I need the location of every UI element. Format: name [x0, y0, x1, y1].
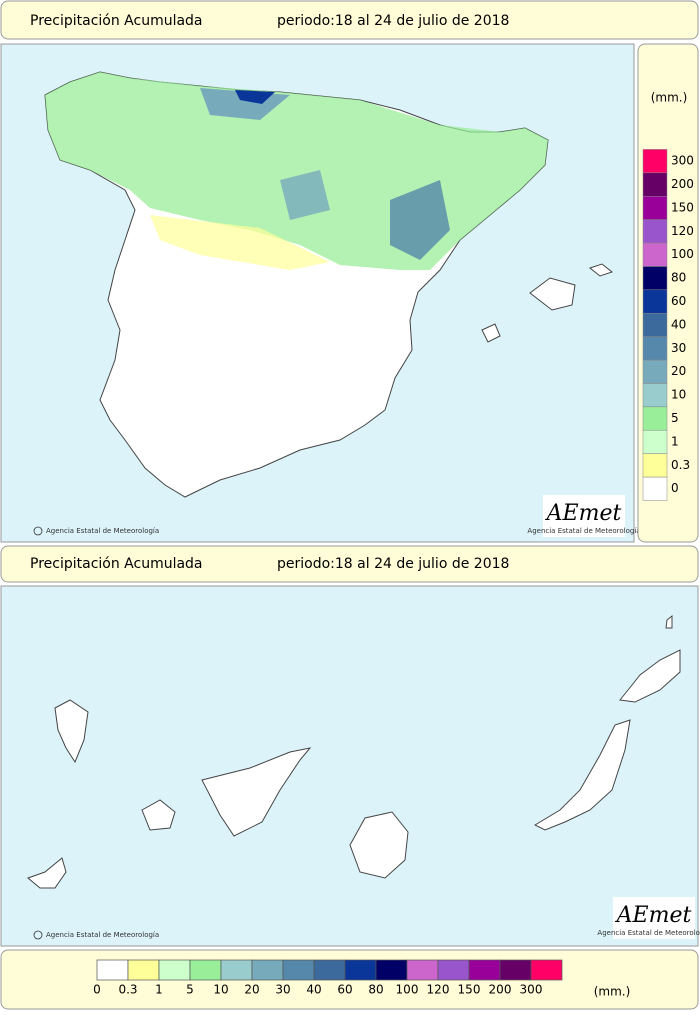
legend-label: 30 [275, 983, 290, 997]
gran-canaria [349, 811, 409, 879]
legend-label: 80 [368, 983, 383, 997]
legend-swatch [642, 195, 668, 220]
legend-swatch [499, 959, 532, 981]
title-2: Precipitación Acumulada [30, 556, 203, 572]
lanzarote [619, 649, 681, 703]
legend-unit-2: (mm.) [594, 985, 631, 999]
la-palma [54, 699, 89, 764]
header-bar-2 [0, 545, 699, 583]
legend-label: 80 [671, 271, 686, 285]
legend-swatch [189, 959, 222, 981]
legend-swatch [642, 383, 668, 408]
legend-label: 5 [186, 983, 194, 997]
legend-swatch [375, 959, 408, 981]
rain-aragon [390, 180, 450, 260]
logo-box [543, 495, 625, 537]
legend-swatch [96, 959, 129, 981]
copyright [33, 526, 43, 536]
islet [665, 614, 673, 629]
legend-label: 200 [671, 177, 694, 191]
legend-swatch [468, 959, 501, 981]
copyright-2 [33, 930, 43, 940]
legend-swatch [642, 359, 668, 384]
legend-swatch [530, 959, 563, 981]
header-bar [0, 0, 699, 40]
legend-swatch [251, 959, 284, 981]
legend-swatch [642, 149, 668, 174]
legend-label: 0.3 [118, 983, 137, 997]
legend-label: 1 [155, 983, 163, 997]
legend-swatch [642, 406, 668, 431]
legend-label: 1 [671, 434, 679, 448]
legend-swatch [220, 959, 253, 981]
rain-centre [280, 170, 330, 220]
legend-label: 120 [671, 224, 694, 238]
legend-label: 0 [93, 983, 101, 997]
menorca [588, 263, 614, 277]
legend-label: 0 [671, 481, 679, 495]
el-hierro [27, 857, 67, 889]
legend-swatch [437, 959, 470, 981]
legend-label: 20 [671, 364, 686, 378]
legend-label: 300 [671, 154, 694, 168]
period: periodo:18 al 24 de julio de 2018 [277, 13, 509, 29]
rain-edge [150, 215, 330, 270]
legend-label: 40 [306, 983, 321, 997]
legend-label: 150 [458, 983, 481, 997]
logo-subtitle-2: Agencia Estatal de Meteorología [597, 929, 700, 937]
legend-swatch [642, 219, 668, 244]
legend-label: 5 [671, 411, 679, 425]
logo: AEmet [545, 501, 622, 526]
logo-box-2 [613, 897, 695, 939]
tenerife [201, 747, 312, 837]
legend-swatch [282, 959, 315, 981]
legend-vertical: 0 0.3 1 5 10 20 30 40 60 80 100 120 150 200 300 [642, 149, 694, 501]
logo-subtitle: Agencia Estatal de Meteorología [527, 527, 640, 535]
legend-swatch [313, 959, 346, 981]
legend-label: 200 [489, 983, 512, 997]
la-gomera [141, 799, 176, 831]
legend-label: 40 [671, 317, 686, 331]
legend-label: 10 [671, 388, 686, 402]
rain-max [235, 90, 275, 104]
legend-swatch [642, 172, 668, 197]
fuerteventura [533, 719, 631, 831]
legend-swatch [642, 453, 668, 478]
legend-label: 30 [671, 341, 686, 355]
legend-label: 10 [213, 983, 228, 997]
legend-label: 300 [520, 983, 543, 997]
legend-swatch [642, 242, 668, 267]
legend-unit: (mm.) [651, 91, 688, 105]
legend-label: 100 [671, 247, 694, 261]
legend-swatch [642, 476, 668, 501]
legend-horizontal: 0 0.3 1 5 10 20 30 40 60 80 100 120 150 200 300 [93, 959, 563, 997]
ibiza [481, 323, 501, 343]
legend-swatch [406, 959, 439, 981]
legend-swatch [642, 312, 668, 337]
legend-swatch [642, 336, 668, 361]
period-2: periodo:18 al 24 de julio de 2018 [277, 556, 509, 572]
legend-label: 20 [244, 983, 259, 997]
logo-2: AEmet [615, 903, 692, 928]
map-canarias [0, 585, 699, 947]
legend-swatch [344, 959, 377, 981]
legend-label: 0.3 [671, 458, 690, 472]
mallorca [529, 277, 576, 311]
legend-label: 100 [396, 983, 419, 997]
legend-label: 60 [337, 983, 352, 997]
legend-swatch [158, 959, 191, 981]
legend-swatch [642, 429, 668, 454]
legend-swatch [127, 959, 160, 981]
legend-label: 60 [671, 294, 686, 308]
title: Precipitación Acumulada [30, 13, 203, 29]
credit-2: Agencia Estatal de Meteorología [46, 931, 159, 939]
legend-label: 120 [427, 983, 450, 997]
legend-label: 150 [671, 200, 694, 214]
legend-swatch [642, 266, 668, 291]
credit: Agencia Estatal de Meteorología [46, 527, 159, 535]
legend-swatch [642, 289, 668, 314]
